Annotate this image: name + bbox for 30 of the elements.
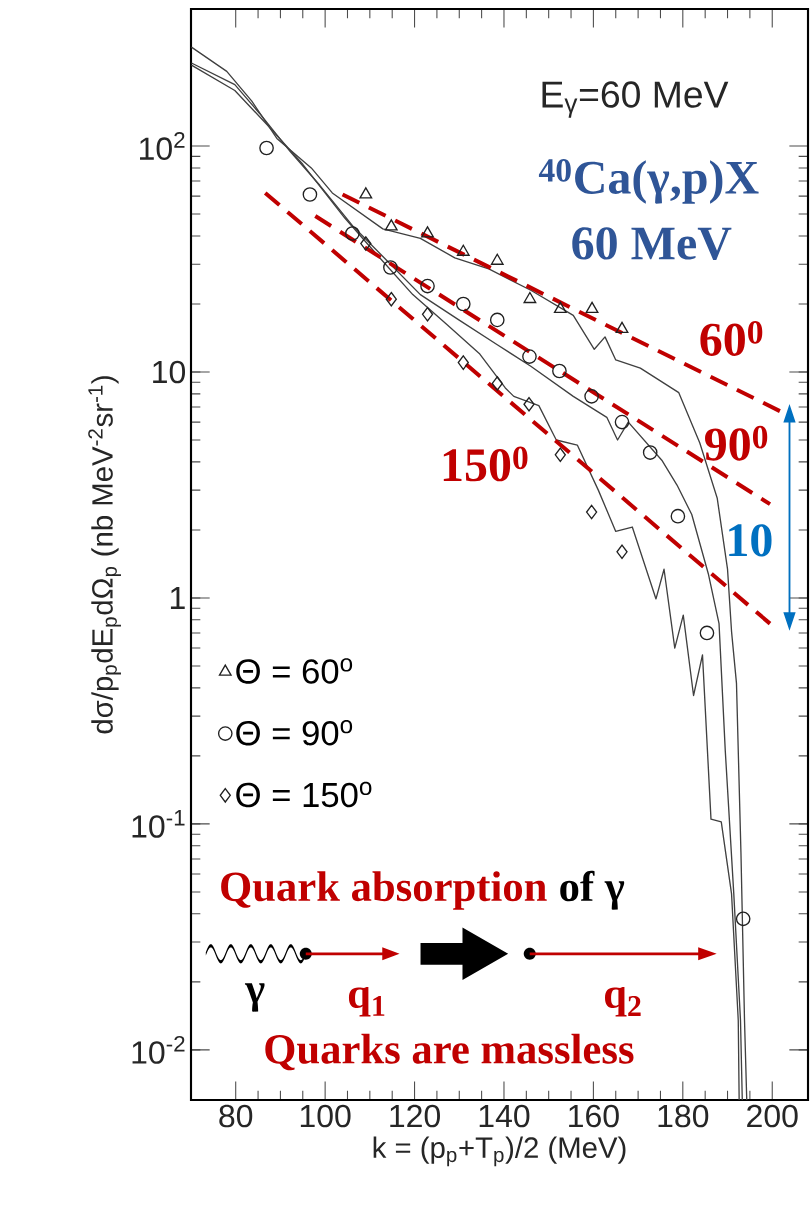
y-tick-label: 10	[153, 360, 186, 384]
annotation: 150$^{0}$	[443, 446, 528, 482]
legend-label: Θ = 90$^{o}$	[236, 720, 353, 746]
annotation: γ	[244, 983, 265, 1012]
y-tick-label: 10$^{-2}$	[132, 1035, 185, 1064]
y-tick-label: 10$^{2}$	[140, 132, 185, 161]
y-tick-label: 1	[170, 586, 185, 609]
x-tick-label: 200	[747, 1104, 798, 1128]
x-tick-label: 80	[219, 1104, 253, 1128]
y-tick-label: 10$^{-1}$	[132, 810, 185, 838]
annotation: q$_{1}$	[348, 987, 385, 1017]
legend-label: Θ = 60$^{o}$	[236, 658, 353, 684]
x-tick-label: 120	[390, 1104, 440, 1128]
x-tick-label: 180	[658, 1104, 709, 1128]
annotation: 90$^{0}$	[705, 425, 768, 461]
annotation: 60$^{0}$	[700, 321, 763, 356]
legend-label: Θ = 150$^{o}$	[236, 781, 372, 808]
annotation: $^{40}$Ca(γ,p)X	[538, 159, 759, 204]
annotation: 10	[729, 524, 772, 557]
annotation: Quark absorption	[221, 871, 547, 910]
text: dσ/p$_{p}$dE$_{p}$dΩ$_{p}$ (nb MeV$^{-2}$sr$^{-1}$)	[88, 376, 121, 734]
x-tick-label: 160	[569, 1104, 619, 1128]
annotation: q$_{2}$	[605, 987, 641, 1017]
annotation: E$_{γ}$=60 MeV	[542, 81, 729, 118]
annotation: of γ	[560, 870, 625, 910]
x-tick-label: 140	[479, 1104, 530, 1128]
x-axis-title: k = (p$_{p}$+T$_{p}$)/2 (MeV)	[373, 1136, 626, 1167]
annotation: Quarks are massless	[265, 1033, 634, 1071]
annotation: 60 MeV	[572, 227, 732, 260]
x-tick-label: 100	[300, 1104, 351, 1128]
